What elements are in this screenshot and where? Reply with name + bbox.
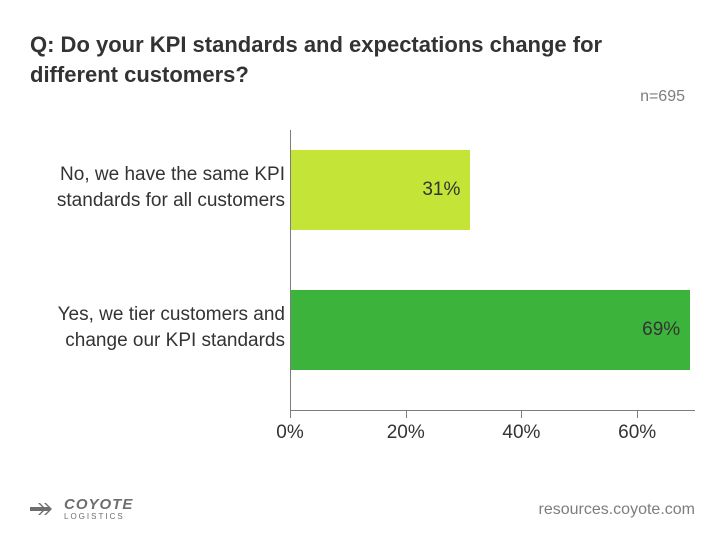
source-label: resources.coyote.com [538,501,695,519]
chart-container: Q: Do your KPI standards and expectation… [0,0,725,539]
logo-subbrand: LOGISTICS [64,513,133,521]
category-label-1-line2: change our KPI standards [65,330,285,351]
chart-area: No, we have the same KPI standards for a… [30,130,695,450]
brand-logo: COYOTE LOGISTICS [30,497,133,521]
x-tick-0 [290,410,291,418]
bar-1-value-label: 69% [642,319,680,341]
sample-size: n=695 [640,88,685,106]
bar-0-value-label: 31% [422,179,460,201]
category-label-1: Yes, we tier customers and change our KP… [40,302,285,353]
x-axis-line [290,410,695,411]
chart-title: Q: Do your KPI standards and expectation… [30,30,620,89]
x-tick-label-0: 0% [276,422,303,444]
category-label-1-line1: Yes, we tier customers and [58,304,285,325]
category-label-0-line1: No, we have the same KPI [60,164,285,185]
arrow-icon [30,501,58,517]
bar-0: 31% [291,150,470,230]
logo-text: COYOTE LOGISTICS [64,497,133,521]
logo-brand: COYOTE [64,497,133,512]
plot-region: 31% 69% 0% 20% 40% 60% [290,130,695,410]
category-label-0: No, we have the same KPI standards for a… [40,162,285,213]
x-tick-label-1: 20% [387,422,425,444]
category-label-0-line2: standards for all customers [57,190,285,211]
x-tick-label-3: 60% [618,422,656,444]
x-tick-1 [406,410,407,418]
bar-1: 69% [291,290,690,370]
x-tick-label-2: 40% [502,422,540,444]
x-tick-2 [521,410,522,418]
x-tick-3 [637,410,638,418]
